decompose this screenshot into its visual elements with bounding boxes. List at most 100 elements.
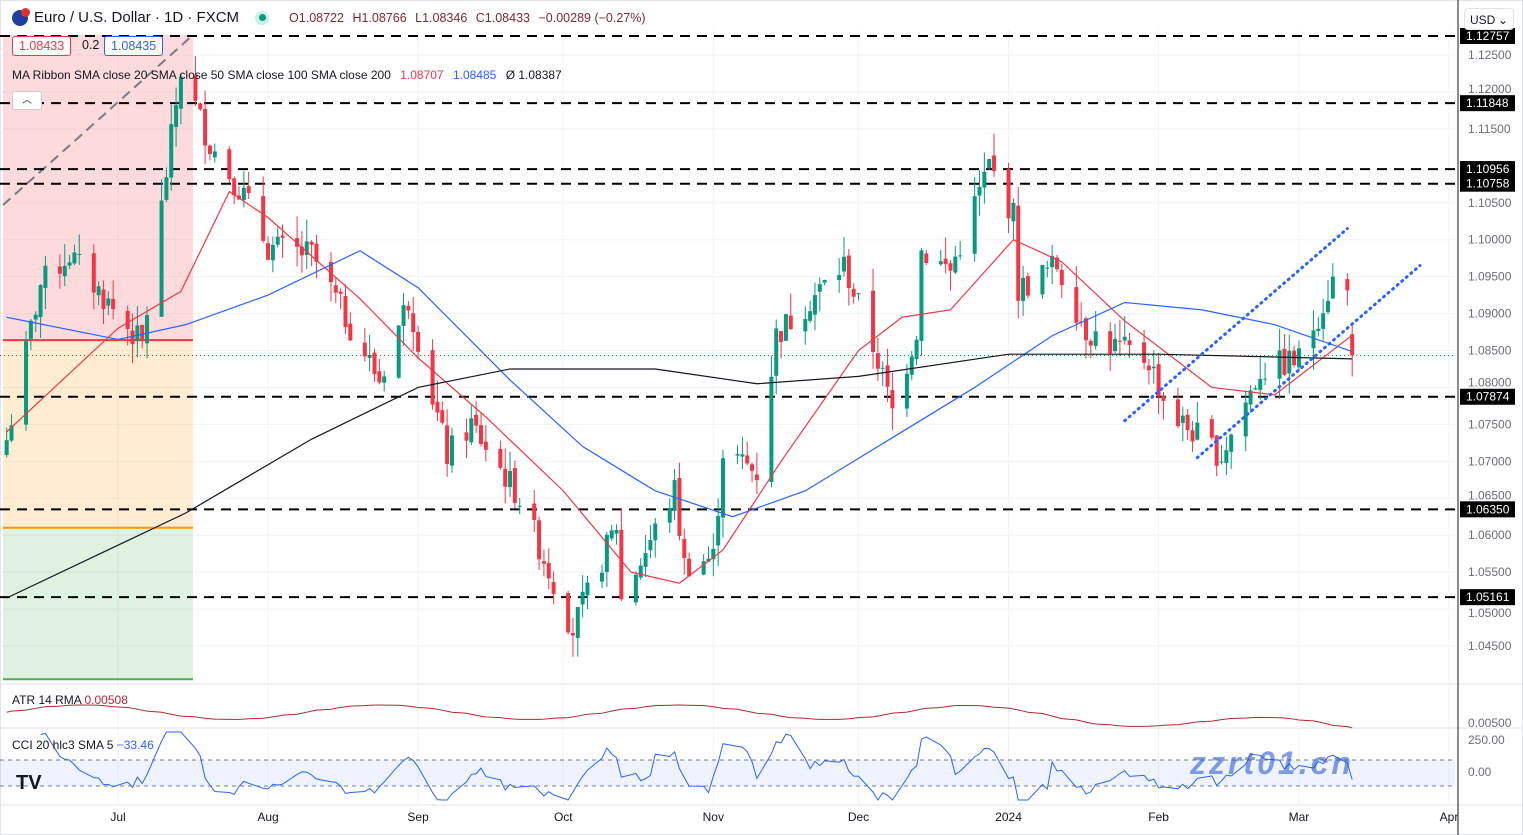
candle-body	[474, 414, 479, 426]
ma-ribbon-legend[interactable]: MA Ribbon SMA close 20 SMA close 50 SMA …	[12, 68, 562, 82]
candle-body	[711, 548, 716, 560]
price-tick-label: 1.07500	[1468, 417, 1512, 431]
candle-body	[701, 561, 706, 575]
sell-price-button[interactable]: 1.08433	[12, 36, 72, 56]
level-price-label: 1.06350	[1466, 502, 1510, 516]
level-price-tag	[1460, 161, 1515, 178]
candle-body	[343, 296, 348, 328]
time-tick-label: Oct	[554, 810, 573, 824]
sma-line-200	[6, 353, 1353, 599]
candle-body	[1282, 348, 1287, 375]
candle-body	[1258, 378, 1263, 390]
candle-body	[808, 311, 813, 321]
candle-body	[338, 291, 343, 294]
candle-body	[1161, 396, 1166, 401]
fib-trend-line	[2, 34, 194, 206]
candle-body	[1350, 334, 1355, 356]
candle-body	[43, 265, 48, 288]
sma50-value: 1.08485	[452, 68, 497, 82]
candle-body	[570, 632, 575, 636]
candle-body	[4, 440, 9, 455]
level-price-label: 1.12757	[1466, 29, 1510, 43]
open-value: O1.08722	[289, 10, 344, 25]
symbol-title[interactable]: Euro / U.S. Dollar · 1D · FXCM	[34, 9, 240, 26]
candle-body	[512, 468, 517, 504]
candle-body	[919, 250, 924, 341]
time-tick-label: Sep	[407, 810, 429, 824]
price-tick-label: 1.09000	[1468, 307, 1512, 321]
price-tick-label: 1.07000	[1468, 454, 1512, 468]
candle-body	[846, 255, 851, 289]
candle-body	[1311, 330, 1316, 349]
candle-body	[1127, 340, 1132, 345]
candle-body	[750, 464, 755, 471]
candle-body	[1287, 350, 1292, 374]
candle-body	[464, 432, 469, 441]
level-price-tag	[1460, 388, 1515, 405]
candle-body	[1209, 419, 1214, 438]
market-open-icon	[255, 10, 270, 25]
candle-body	[1011, 202, 1016, 222]
candle-body	[1025, 276, 1030, 296]
cci-value: −33.46	[116, 738, 154, 752]
price-tick-label: 1.06500	[1468, 488, 1512, 502]
candle-body	[1248, 390, 1253, 405]
currency-select[interactable]: USD ⌄	[1464, 8, 1514, 30]
candle-body	[503, 468, 508, 487]
candle-body	[227, 149, 232, 180]
candle-body	[416, 331, 421, 352]
time-tick-label: Feb	[1148, 810, 1169, 824]
candle-body	[508, 470, 513, 488]
candle-body	[1219, 461, 1224, 463]
candle-body	[24, 340, 29, 425]
buy-price-button[interactable]: 1.08435	[104, 36, 164, 56]
candle-body	[362, 342, 367, 357]
candle-body	[890, 390, 895, 409]
candle-body	[706, 558, 711, 562]
candle-body	[987, 158, 992, 169]
candle-body	[1277, 350, 1282, 379]
candle-body	[261, 196, 266, 241]
level-price-label: 1.10956	[1466, 162, 1510, 176]
price-tick-label: 1.06000	[1468, 528, 1512, 542]
candle-body	[909, 356, 914, 375]
level-price-label: 1.07874	[1466, 390, 1510, 404]
candle-body	[721, 458, 725, 518]
spread-value: 0.2	[82, 38, 100, 52]
atr-legend[interactable]: ATR 14 RMA 0.00508	[12, 693, 128, 707]
candle-body	[585, 582, 590, 596]
close-value: C1.08433	[475, 10, 530, 25]
candle-body	[91, 253, 96, 293]
collapse-legend-button[interactable]: ︿	[12, 91, 42, 110]
candle-body	[1195, 422, 1200, 440]
candle-body	[924, 253, 929, 264]
candle-body	[1151, 366, 1156, 369]
candle-body	[1321, 313, 1326, 329]
candle-body	[1117, 340, 1122, 342]
price-tick-label: 1.04500	[1468, 639, 1512, 653]
candle-body	[851, 288, 856, 297]
candle-body	[914, 339, 919, 360]
sma-line-20	[6, 190, 1353, 584]
candle-body	[653, 523, 658, 541]
candle-body	[479, 425, 483, 445]
candle-body	[1326, 300, 1330, 313]
candle-body	[125, 310, 130, 329]
level-price-tag	[1460, 95, 1515, 112]
price-tick-label: 1.11500	[1468, 122, 1511, 136]
candle-body	[880, 367, 885, 369]
candle-body	[856, 293, 861, 295]
candle-body	[842, 256, 846, 272]
cci-legend[interactable]: CCI 20 hlc3 SMA 5 −33.46	[12, 738, 154, 752]
candle-body	[938, 261, 943, 265]
candle-body	[1263, 378, 1268, 380]
candle-body	[396, 325, 401, 378]
sma20-value: 1.08707	[400, 68, 444, 82]
level-price-tag	[1460, 28, 1515, 45]
candle-body	[885, 365, 890, 387]
candle-body	[96, 286, 101, 296]
candle-body	[604, 534, 609, 573]
candle-body	[992, 155, 997, 172]
candle-body	[982, 171, 987, 188]
